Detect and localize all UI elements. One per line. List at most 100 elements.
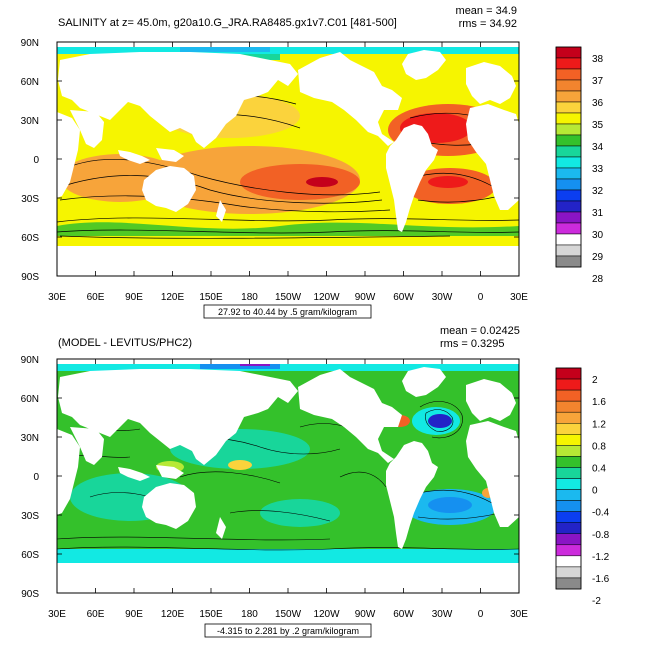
colorbar-swatch xyxy=(555,577,582,590)
colorbar-swatch xyxy=(555,522,582,535)
x-tick-label: 30E xyxy=(510,609,528,620)
colorbar-swatch xyxy=(555,167,582,180)
colorbar-swatch xyxy=(555,145,582,158)
colorbar-label: -1.6 xyxy=(592,574,610,585)
rms-stat: rms = 34.92 xyxy=(459,18,517,30)
x-tick-label: 180 xyxy=(241,609,258,620)
x-tick-label: 120E xyxy=(161,292,185,303)
colorbar-swatch xyxy=(555,411,582,424)
y-tick-label: 60N xyxy=(21,394,39,405)
colorbar-label: -1.2 xyxy=(592,552,610,563)
colorbar-label: -2 xyxy=(592,596,601,607)
colorbar-swatch xyxy=(555,200,582,213)
x-tick-label: 120W xyxy=(313,292,340,303)
colorbar-swatch xyxy=(555,544,582,557)
colorbar-label: 30 xyxy=(592,230,604,241)
x-tick-label: 150E xyxy=(199,609,223,620)
x-tick-label: 30E xyxy=(510,292,528,303)
colorbar-label: 36 xyxy=(592,98,604,109)
colorbar-swatch xyxy=(555,178,582,191)
mean-stat: mean = 34.9 xyxy=(456,5,517,17)
colorbar-label: 33 xyxy=(592,164,604,175)
axis-ticks xyxy=(56,358,520,594)
colorbar: 38 37 36 35 34 33 32 31 30 29 28 xyxy=(555,46,604,285)
colorbar-swatch xyxy=(555,57,582,70)
colorbar-label: -0.4 xyxy=(592,508,610,519)
y-tick-label: 30N xyxy=(21,433,39,444)
difference-map-panel: (MODEL - LEVITUS/PHC2) mean = 0.02425 rm… xyxy=(21,325,610,638)
colorbar-label: 31 xyxy=(592,208,604,219)
y-tick-label: 0 xyxy=(33,155,39,166)
colorbar-swatch xyxy=(555,555,582,568)
x-tick-label: 120E xyxy=(161,609,185,620)
colorbar-swatch xyxy=(555,255,582,268)
y-tick-label: 90S xyxy=(21,589,39,600)
y-tick-label: 30S xyxy=(21,511,39,522)
y-tick-label: 90S xyxy=(21,272,39,283)
map-title: SALINITY at z= 45.0m, g20a10.G_JRA.RA848… xyxy=(58,17,397,29)
colorbar-swatch xyxy=(555,500,582,512)
colorbar: 2 1.6 1.2 0.8 0.4 0 -0.4 -0.8 -1.2 -1.6 -2 xyxy=(555,367,610,607)
x-tick-labels: 30E 60E 90E 120E 150E 180 150W 120W 90W 60W 30W 0 30… xyxy=(48,609,528,620)
colorbar-swatch xyxy=(555,389,582,402)
mean-stat: mean = 0.02425 xyxy=(440,325,520,337)
x-tick-label: 30E xyxy=(48,292,66,303)
colorbar-label: 1.6 xyxy=(592,397,606,408)
y-tick-label: 30S xyxy=(21,194,39,205)
colorbar-swatch xyxy=(555,79,582,92)
colorbar-swatch xyxy=(555,123,582,136)
colorbar-label: 32 xyxy=(592,186,604,197)
rms-stat: rms = 0.3295 xyxy=(440,338,505,350)
colorbar-label: 2 xyxy=(592,375,598,386)
colorbar-label: 38 xyxy=(592,54,604,65)
colorbar-swatch xyxy=(555,478,582,490)
axis-ticks xyxy=(56,41,520,277)
colorbar-label: 29 xyxy=(592,252,604,263)
y-tick-label: 90N xyxy=(21,38,39,49)
colorbar-label: 37 xyxy=(592,76,604,87)
difference-field xyxy=(57,359,519,593)
map-title: (MODEL - LEVITUS/PHC2) xyxy=(58,337,192,349)
y-tick-label: 60S xyxy=(21,233,39,244)
colorbar-swatch xyxy=(555,156,582,169)
colorbar-swatch xyxy=(555,367,582,380)
y-tick-label: 30N xyxy=(21,116,39,127)
colorbar-swatch xyxy=(555,211,582,224)
x-tick-label: 180 xyxy=(241,292,258,303)
colorbar-swatch xyxy=(555,400,582,413)
colorbar-swatch xyxy=(555,456,582,468)
x-tick-label: 30W xyxy=(432,292,453,303)
x-tick-label: 90E xyxy=(125,609,143,620)
x-tick-label: 90E xyxy=(125,292,143,303)
colorbar-swatch xyxy=(555,489,582,501)
contour-info-box xyxy=(203,304,372,319)
x-tick-label: 0 xyxy=(478,292,484,303)
contour-info-box xyxy=(204,623,372,638)
salinity-map-panel: SALINITY at z= 45.0m, g20a10.G_JRA.RA848… xyxy=(21,5,604,319)
y-tick-label: 60S xyxy=(21,550,39,561)
x-tick-label: 150W xyxy=(275,292,302,303)
x-tick-label: 150E xyxy=(199,292,223,303)
y-tick-labels: 90N 60N 30N 0 30S 60S 90S xyxy=(21,355,40,600)
x-tick-label: 150W xyxy=(275,609,302,620)
x-tick-label: 120W xyxy=(313,609,340,620)
colorbar-label: 28 xyxy=(592,274,604,285)
x-tick-label: 60W xyxy=(393,292,414,303)
x-tick-label: 90W xyxy=(355,609,376,620)
y-tick-label: 90N xyxy=(21,355,39,366)
colorbar-swatch xyxy=(555,434,582,446)
colorbar-swatch xyxy=(555,112,582,125)
y-tick-labels: 90N 60N 30N 0 30S 60S 90S xyxy=(21,38,40,283)
colorbar-swatch xyxy=(555,244,582,257)
colorbar-swatch xyxy=(555,101,582,114)
colorbar-label: 34 xyxy=(592,142,604,153)
colorbar-label: 0 xyxy=(592,486,598,497)
x-tick-label: 60E xyxy=(87,292,105,303)
colorbar-swatch xyxy=(555,511,582,523)
salinity-field xyxy=(57,42,519,276)
colorbar-swatch xyxy=(555,222,582,235)
colorbar-swatch xyxy=(555,378,582,391)
colorbar-swatch xyxy=(555,134,582,147)
x-tick-label: 60E xyxy=(87,609,105,620)
